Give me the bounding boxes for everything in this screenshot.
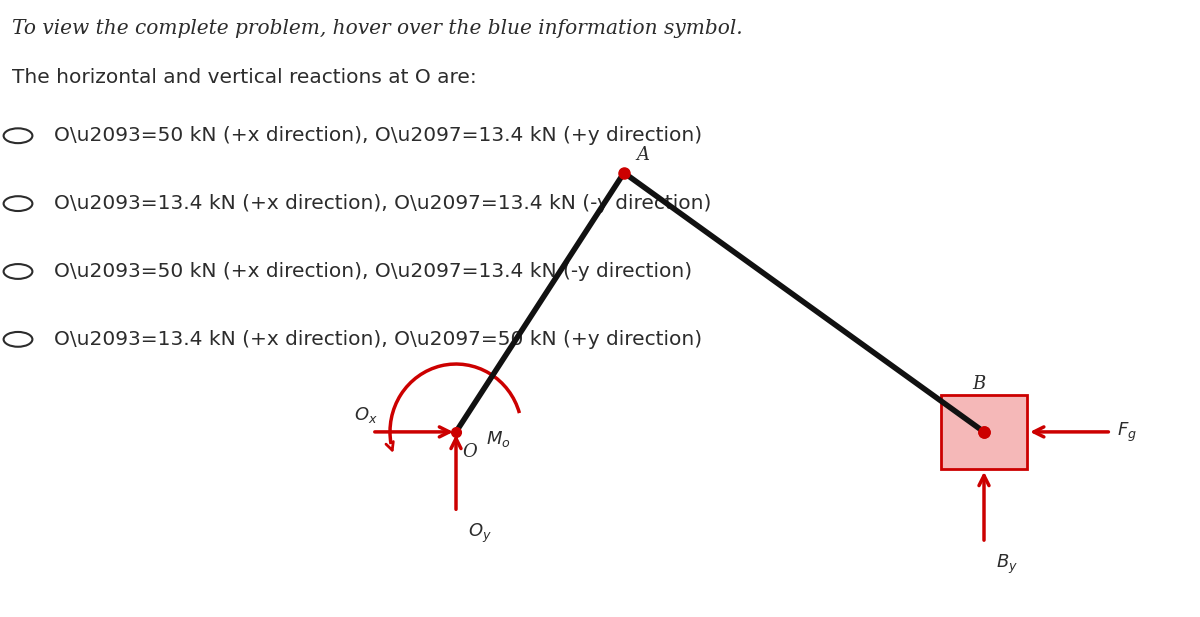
Text: To view the complete problem, hover over the blue information symbol.: To view the complete problem, hover over…: [12, 19, 743, 38]
Text: The horizontal and vertical reactions at O are:: The horizontal and vertical reactions at…: [12, 68, 476, 87]
Text: O\u2093=50 kN (+x direction), O\u2097=13.4 kN (-y direction): O\u2093=50 kN (+x direction), O\u2097=13…: [54, 262, 692, 281]
Text: O\u2093=13.4 kN (+x direction), O\u2097=13.4 kN (-y direction): O\u2093=13.4 kN (+x direction), O\u2097=…: [54, 194, 712, 213]
Text: B: B: [972, 375, 985, 392]
Text: $M_o$: $M_o$: [486, 429, 511, 449]
Text: $O_x$: $O_x$: [354, 405, 378, 424]
Text: A: A: [636, 146, 649, 164]
Text: O\u2093=50 kN (+x direction), O\u2097=13.4 kN (+y direction): O\u2093=50 kN (+x direction), O\u2097=13…: [54, 126, 702, 145]
Text: O\u2093=13.4 kN (+x direction), O\u2097=50 kN (+y direction): O\u2093=13.4 kN (+x direction), O\u2097=…: [54, 330, 702, 349]
Text: $O_y$: $O_y$: [468, 521, 492, 545]
FancyBboxPatch shape: [941, 395, 1027, 469]
Text: $F_g$: $F_g$: [1117, 420, 1138, 444]
Text: $B_y$: $B_y$: [996, 552, 1018, 576]
Text: O: O: [462, 442, 476, 460]
